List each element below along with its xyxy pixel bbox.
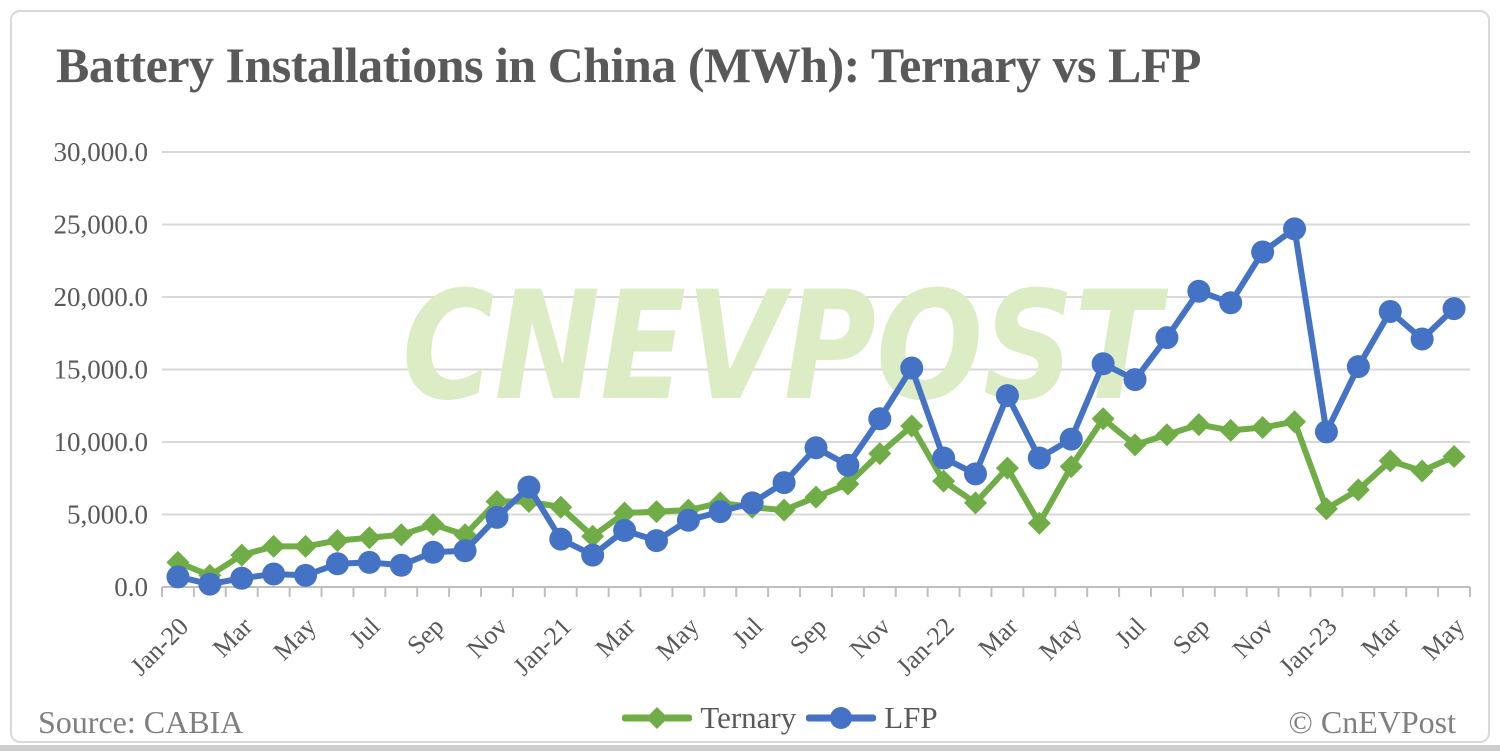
svg-text:Jul: Jul — [1109, 612, 1151, 654]
source-note: Source: CABIA — [38, 704, 244, 740]
svg-text:Mar: Mar — [973, 612, 1024, 663]
svg-text:Jul: Jul — [344, 612, 386, 654]
chart-card-border — [10, 10, 1490, 743]
svg-text:15,000.0: 15,000.0 — [54, 355, 149, 385]
svg-text:Jan-23: Jan-23 — [1273, 612, 1343, 682]
svg-text:May: May — [650, 612, 704, 666]
lfp-series-marker-icon — [806, 707, 877, 729]
legend-item-ternary: Ternary — [622, 700, 796, 736]
svg-text:Jan-20: Jan-20 — [125, 612, 195, 682]
legend-label-ternary: Ternary — [700, 700, 797, 735]
svg-text:0.0: 0.0 — [114, 572, 148, 602]
copyright-note: © CnEVPost — [1288, 704, 1456, 740]
svg-text:May: May — [1416, 612, 1470, 666]
svg-text:25,000.0: 25,000.0 — [54, 210, 149, 240]
svg-text:Jul: Jul — [726, 612, 768, 654]
legend-item-lfp: LFP — [806, 700, 938, 736]
page-title: Battery Installations in China (MWh): Te… — [56, 37, 1201, 93]
svg-text:10,000.0: 10,000.0 — [54, 427, 149, 457]
svg-text:Nov: Nov — [844, 612, 896, 664]
svg-text:Nov: Nov — [1227, 612, 1279, 664]
svg-text:CNEVPOST: CNEVPOST — [402, 260, 1169, 434]
svg-text:Mar: Mar — [207, 612, 258, 663]
svg-text:30,000.0: 30,000.0 — [54, 137, 149, 167]
svg-text:Sep: Sep — [1167, 612, 1215, 660]
chart-legend: Ternary LFP — [30, 700, 1500, 736]
svg-text:May: May — [268, 612, 322, 666]
svg-text:Sep: Sep — [401, 612, 449, 660]
svg-text:Sep: Sep — [784, 612, 832, 660]
svg-text:May: May — [1033, 612, 1087, 666]
svg-text:Nov: Nov — [461, 612, 513, 664]
ternary-series-marker-icon — [622, 707, 693, 729]
legend-label-lfp: LFP — [884, 700, 938, 735]
svg-text:Mar: Mar — [1355, 612, 1406, 663]
svg-text:Mar: Mar — [590, 612, 641, 663]
svg-text:20,000.0: 20,000.0 — [54, 282, 149, 312]
window-bottom-edge — [0, 745, 1500, 751]
svg-text:Jan-21: Jan-21 — [507, 612, 577, 682]
svg-text:5,000.0: 5,000.0 — [67, 500, 148, 530]
svg-text:Jan-22: Jan-22 — [890, 612, 960, 682]
